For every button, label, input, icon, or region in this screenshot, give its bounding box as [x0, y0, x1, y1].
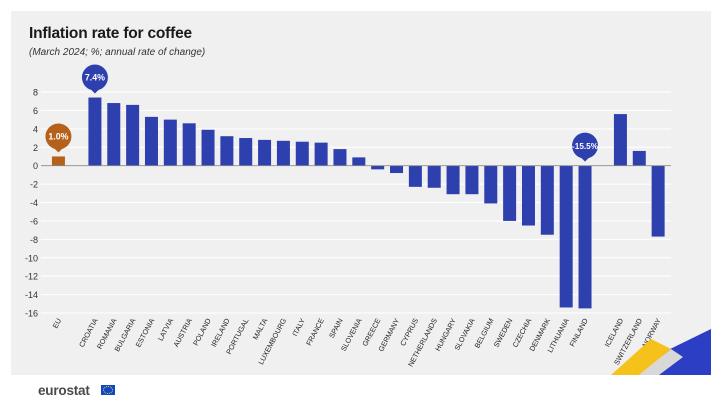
bar-latvia: [164, 120, 177, 166]
bar-estonia: [145, 117, 158, 166]
bar-netherlands: [428, 166, 441, 188]
bar-belgium: [484, 166, 497, 204]
bar-bulgaria: [126, 105, 139, 166]
bar-switzerland: [633, 151, 646, 166]
y-tick-label: -6: [30, 216, 38, 226]
y-tick-label: -8: [30, 235, 38, 245]
y-tick-label: -12: [25, 272, 38, 282]
bar-hungary: [447, 166, 460, 195]
bar-eu: [52, 156, 65, 165]
bar-croatia: [88, 98, 101, 166]
bar-slovakia: [465, 166, 478, 195]
x-tick-label: FINLAND: [567, 317, 589, 348]
x-tick-label: SPAIN: [327, 317, 345, 340]
bar-poland: [202, 130, 215, 166]
y-tick-label: -16: [25, 309, 38, 319]
y-tick-label: -14: [25, 290, 38, 300]
bar-portugal: [239, 138, 252, 166]
bar-ireland: [220, 136, 233, 165]
bar-norway: [652, 166, 665, 237]
bar-denmark: [541, 166, 554, 235]
x-tick-label: MALTA: [251, 317, 270, 342]
y-tick-label: 8: [33, 88, 38, 98]
bar-italy: [296, 142, 309, 166]
y-tick-label: 6: [33, 106, 38, 116]
bar-sweden: [503, 166, 516, 221]
x-tick-label: FRANCE: [304, 317, 326, 347]
x-tick-label: EU: [51, 317, 64, 330]
y-tick-label: -4: [30, 198, 38, 208]
bar-slovenia: [352, 157, 365, 165]
bar-spain: [333, 149, 346, 166]
eu-flag-icon: [101, 385, 115, 395]
data-label: -15.5%: [572, 142, 599, 151]
bar-austria: [183, 123, 196, 165]
bar-malta: [258, 140, 271, 166]
bar-iceland: [614, 114, 627, 166]
bar-france: [315, 143, 328, 166]
y-tick-label: -10: [25, 253, 38, 263]
y-tick-label: 2: [33, 143, 38, 153]
bar-luxembourg: [277, 141, 290, 166]
x-tick-label: ITALY: [290, 317, 307, 338]
bar-germany: [390, 166, 403, 173]
eurostat-logo: eurostat: [38, 383, 90, 398]
data-label: 7.4%: [85, 73, 105, 83]
bar-greece: [371, 166, 384, 170]
x-tick-label: LATVIA: [156, 317, 175, 343]
bar-romania: [107, 103, 120, 166]
data-label: 1.0%: [48, 132, 68, 142]
chart-panel: Inflation rate for coffee (March 2024; %…: [11, 11, 711, 375]
y-tick-label: 0: [33, 161, 38, 171]
bar-lithuania: [560, 166, 573, 308]
bar-czechia: [522, 166, 535, 226]
bar-cyprus: [409, 166, 422, 187]
y-tick-label: -2: [30, 180, 38, 190]
bar-finland: [579, 166, 592, 309]
y-tick-label: 4: [33, 124, 38, 134]
